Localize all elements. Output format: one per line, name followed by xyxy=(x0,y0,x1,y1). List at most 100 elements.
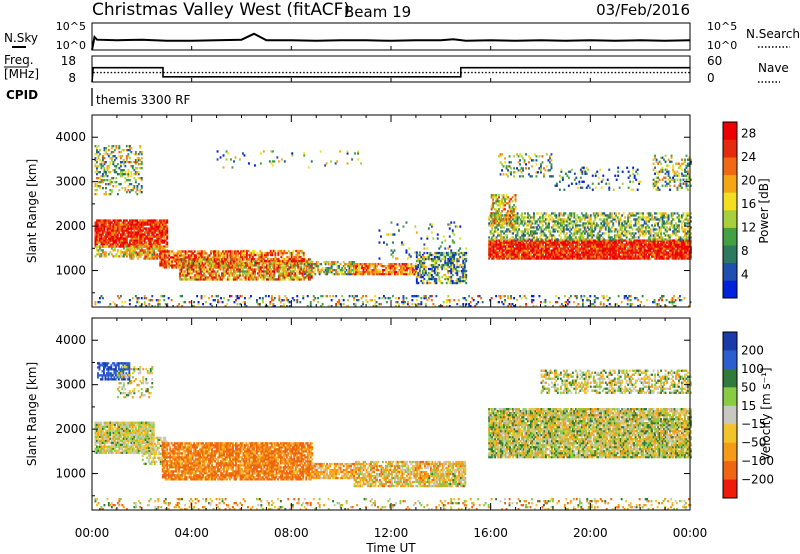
heatmap-cell xyxy=(405,251,408,254)
heatmap-cell xyxy=(489,230,492,233)
heatmap-cell xyxy=(196,250,199,253)
heatmap-cell xyxy=(286,272,289,275)
heatmap-cell xyxy=(206,262,208,265)
heatmap-cell xyxy=(491,253,494,256)
heatmap-cell xyxy=(289,276,292,279)
heatmap-cell xyxy=(133,239,136,242)
heatmap-cell xyxy=(404,263,407,266)
heatmap-cell xyxy=(116,243,119,246)
heatmap-cell xyxy=(534,257,537,260)
heatmap-cell xyxy=(489,241,492,244)
heatmap-cell xyxy=(292,264,295,267)
heatmap-cell xyxy=(234,256,236,259)
heatmap-cell xyxy=(97,251,100,254)
heatmap-cell xyxy=(247,253,250,257)
heatmap-cell xyxy=(495,241,498,244)
heatmap-cell xyxy=(204,266,207,269)
heatmap-cell xyxy=(457,269,460,273)
heatmap-cell xyxy=(439,281,442,285)
heatmap-cell xyxy=(406,273,408,276)
heatmap-cell xyxy=(292,255,295,259)
heatmap-cell xyxy=(388,267,390,270)
heatmap-cell xyxy=(110,225,113,228)
heatmap-cell xyxy=(374,273,377,276)
heatmap-cell xyxy=(177,250,180,253)
heatmap-cell xyxy=(246,251,248,255)
heatmap-cell xyxy=(445,267,448,271)
heatmap-cell xyxy=(370,263,372,266)
heatmap-cell xyxy=(154,219,157,222)
heatmap-cell xyxy=(100,229,103,232)
heatmap-cell xyxy=(247,249,250,253)
heatmap-cell xyxy=(121,241,124,244)
heatmap-cell xyxy=(187,254,190,257)
heatmap-cell xyxy=(133,249,136,252)
heatmap-cell xyxy=(224,270,226,273)
heatmap-cell xyxy=(498,249,501,252)
heatmap-cell xyxy=(548,245,550,248)
heatmap-cell xyxy=(267,270,270,273)
heatmap-cell xyxy=(160,239,163,242)
heatmap-cell xyxy=(439,245,442,248)
heatmap-cell xyxy=(510,251,513,254)
heatmap-cell xyxy=(128,223,131,226)
heatmap-cell xyxy=(225,262,228,265)
heatmap-cell xyxy=(172,254,175,257)
heatmap-cell xyxy=(160,223,163,226)
heatmap-cell xyxy=(561,224,564,227)
heatmap-cell xyxy=(427,255,430,259)
heatmap-cell xyxy=(128,231,131,234)
heatmap-cell xyxy=(239,268,241,271)
heatmap-cell xyxy=(239,272,241,275)
heatmap-cell xyxy=(234,250,236,253)
heatmap-cell xyxy=(214,256,217,259)
heatmap-cell xyxy=(525,257,528,260)
heatmap-cell xyxy=(500,253,502,256)
heatmap-cell xyxy=(188,260,191,263)
heatmap-cell xyxy=(112,223,115,226)
heatmap-cell xyxy=(203,270,205,273)
heatmap-cell xyxy=(518,216,520,219)
heatmap-cell xyxy=(218,278,220,281)
heatmap-cell xyxy=(134,233,137,236)
heatmap-cell xyxy=(168,252,171,255)
heatmap-cell xyxy=(202,254,205,257)
heatmap-cell xyxy=(295,255,298,259)
heatmap-cell xyxy=(495,257,498,260)
heatmap-cell xyxy=(188,262,191,265)
heatmap-cell xyxy=(252,255,254,259)
heatmap-cell xyxy=(210,250,212,253)
heatmap-cell xyxy=(400,265,402,268)
heatmap-cell xyxy=(498,257,501,260)
heatmap-cell xyxy=(239,278,241,281)
heatmap-cell xyxy=(510,230,513,233)
heatmap-cell xyxy=(96,229,98,232)
heatmap-cell xyxy=(249,266,252,269)
heatmap-cell xyxy=(183,260,186,263)
heatmap-cell xyxy=(310,274,313,277)
heatmap-cell xyxy=(280,259,283,263)
heatmap-cell xyxy=(454,271,457,275)
heatmap-cell xyxy=(294,266,297,269)
heatmap-cell xyxy=(115,225,118,228)
heatmap-cell xyxy=(607,232,610,235)
heatmap-cell xyxy=(531,222,534,225)
heatmap-cell xyxy=(213,250,215,253)
heatmap-cell xyxy=(218,266,220,269)
heatmap-cell xyxy=(413,269,416,272)
heatmap-cell xyxy=(282,278,285,281)
heatmap-cell xyxy=(129,247,132,250)
heatmap-cell xyxy=(456,277,459,281)
heatmap-cell xyxy=(204,264,207,267)
heatmap-cell xyxy=(242,258,244,261)
heatmap-cell xyxy=(221,272,223,275)
heatmap-cell xyxy=(525,243,528,246)
heatmap-cell xyxy=(445,281,448,285)
heatmap-cell xyxy=(184,266,187,269)
heatmap-cell xyxy=(234,278,237,281)
heatmap-cell xyxy=(160,225,163,228)
heatmap-cell xyxy=(115,235,118,238)
heatmap-cell xyxy=(113,229,116,232)
heatmap-cell xyxy=(515,241,517,244)
heatmap-cell xyxy=(191,272,194,275)
